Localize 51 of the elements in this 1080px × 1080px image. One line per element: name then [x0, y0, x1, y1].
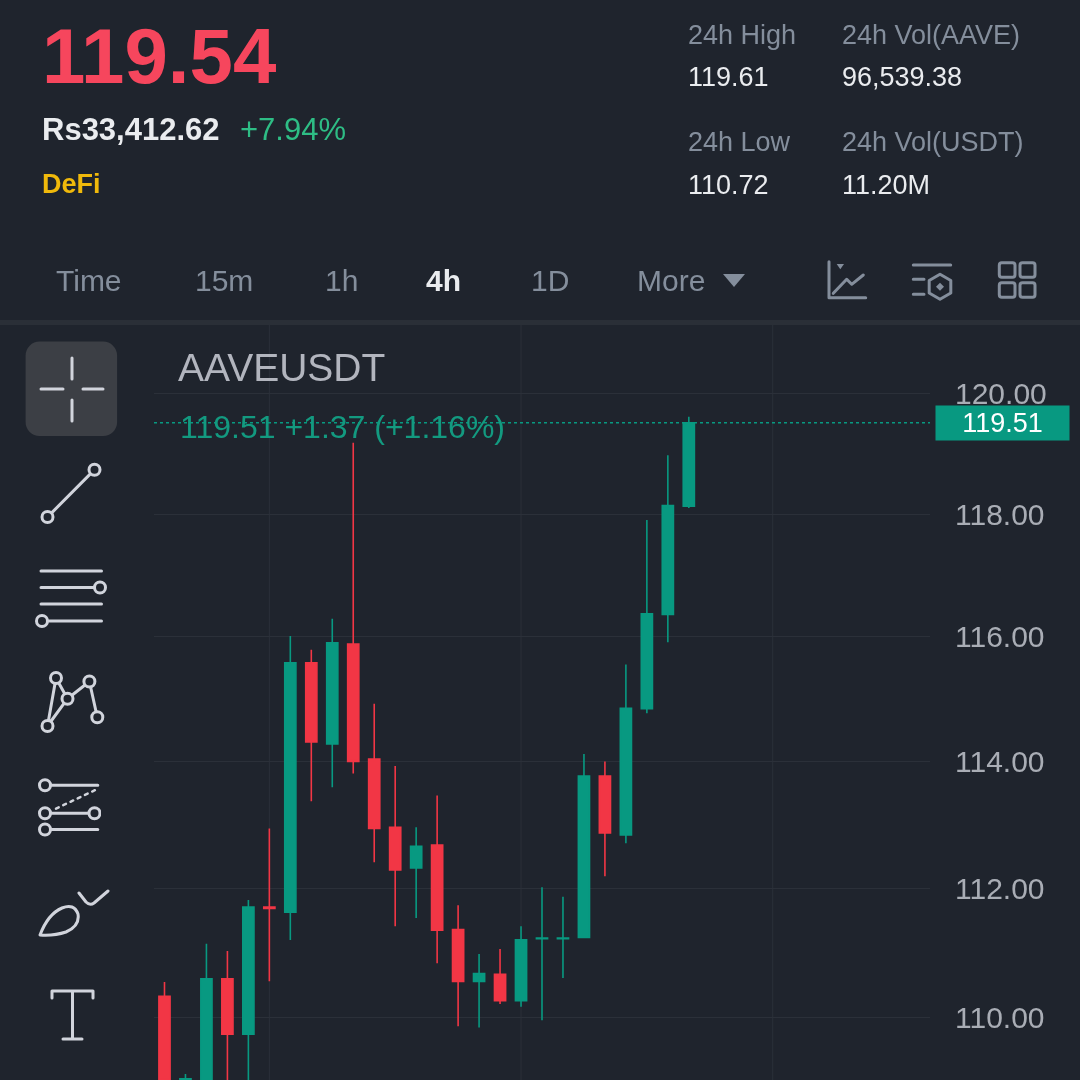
- candlestick: [430, 794, 444, 964]
- text: 1h: [325, 263, 359, 299]
- candlestick: [242, 899, 255, 1080]
- y-tick-label: 114.00: [955, 744, 1045, 778]
- candlestick: [535, 886, 549, 1022]
- candlestick: [158, 981, 171, 1080]
- text: +7.94%: [240, 111, 347, 149]
- candlestick: [514, 925, 528, 1008]
- candlestick: [598, 760, 612, 878]
- candlestick: [304, 648, 318, 803]
- ref-line-label: 119.51: [962, 408, 1043, 438]
- candlestick: [661, 454, 675, 644]
- text: Time: [56, 263, 122, 299]
- text: 24h Vol(USDT): [842, 125, 1024, 159]
- text: 24h High: [688, 18, 797, 52]
- candlestick: [472, 953, 486, 1029]
- text: 119.54: [42, 11, 277, 103]
- text: DeFi: [42, 167, 101, 201]
- candlestick: [262, 827, 276, 983]
- y-tick-label: 118.00: [955, 497, 1045, 531]
- candlestick: [283, 635, 297, 941]
- text: 1D: [531, 263, 570, 299]
- candlestick: [200, 942, 213, 1080]
- candlestick: [367, 703, 381, 864]
- y-tick-label: 120.00: [955, 376, 1047, 410]
- candlestick: [619, 663, 633, 844]
- candlestick: [346, 441, 360, 775]
- candlestick: [577, 753, 591, 939]
- text: 11.20M: [842, 168, 931, 202]
- text: 119.61: [688, 60, 769, 94]
- candlestick: [493, 948, 507, 1005]
- text: 24h Vol(AAVE): [842, 18, 1021, 52]
- text: AAVEUSDT: [178, 345, 386, 389]
- y-tick-label: 110.00: [955, 1001, 1045, 1035]
- candlestick: [325, 617, 339, 789]
- y-tick-label: 116.00: [955, 620, 1045, 654]
- text: Rs33,412.62: [42, 111, 220, 149]
- y-tick-label: 112.00: [955, 871, 1045, 905]
- text: 24h Low: [688, 125, 791, 159]
- candlestick: [556, 896, 570, 979]
- candlestick: [640, 519, 654, 714]
- text: 110.72: [688, 168, 769, 202]
- text: 4h: [426, 263, 462, 299]
- text: More: [637, 263, 706, 299]
- candlestick: [409, 826, 423, 919]
- candlestick: [221, 950, 234, 1080]
- text: 96,539.38: [842, 60, 963, 94]
- text: 119.51 +1.37 (+1.16%): [180, 409, 505, 445]
- candlestick: [451, 904, 465, 1028]
- text: 15m: [195, 263, 254, 299]
- candlestick: [388, 765, 402, 928]
